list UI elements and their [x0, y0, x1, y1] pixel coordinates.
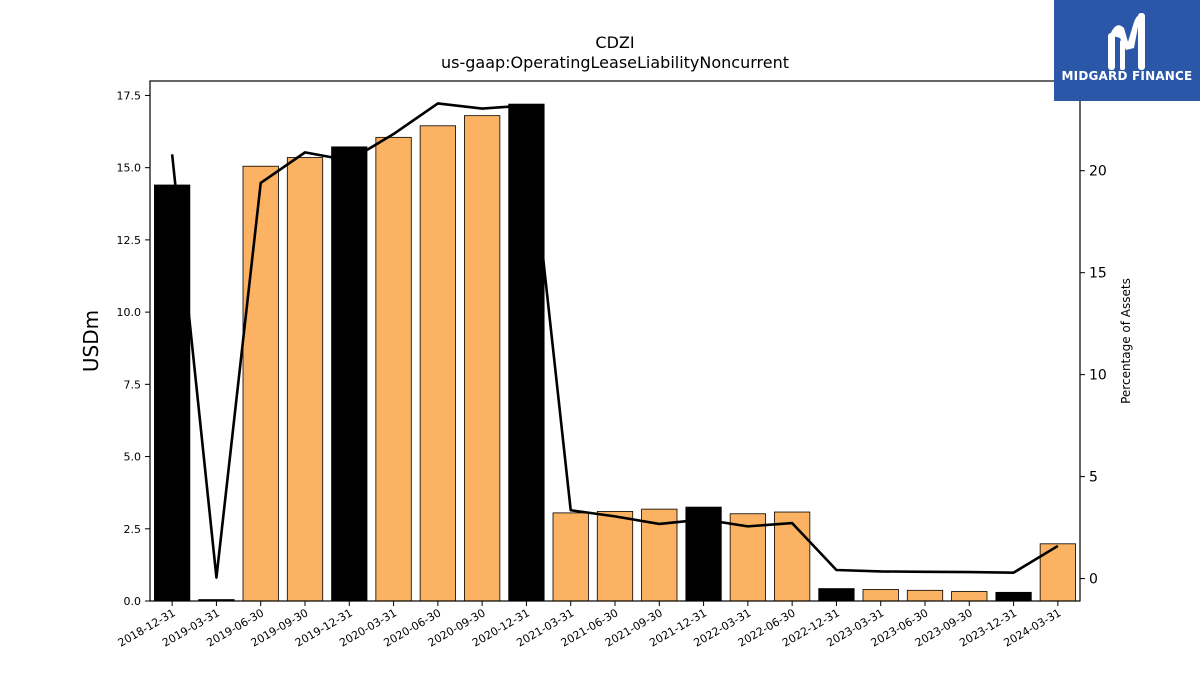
- bar-2021-06-30: [596, 511, 634, 602]
- chart-title: CDZI: [595, 33, 634, 52]
- y2-tick-label: 20: [1089, 164, 1107, 180]
- line-series: [170, 102, 1059, 579]
- bar-2020-03-31: [375, 136, 412, 602]
- bar-2023-03-31: [862, 589, 899, 602]
- y2-axis-label: Percentage of Assets: [1119, 278, 1133, 404]
- bar-2020-12-31: [508, 103, 545, 602]
- y-tick-label: 0.0: [124, 595, 142, 608]
- logo-text: MIDGARD FINANCE: [1061, 69, 1193, 83]
- y2-tick-label: 5: [1089, 470, 1098, 486]
- bar-2023-12-31: [995, 591, 1032, 602]
- bar-2021-09-30: [641, 508, 678, 602]
- y-axis-label: USDm: [79, 310, 103, 372]
- y-tick-label: 17.5: [117, 89, 142, 102]
- y-tick-label: 7.5: [124, 378, 142, 391]
- midgard-m-icon: [1108, 13, 1145, 70]
- y-tick-label: 5.0: [124, 451, 142, 464]
- bar-2019-12-31: [331, 146, 368, 602]
- y2-tick-label: 15: [1089, 266, 1107, 282]
- bar-2021-03-31: [552, 512, 589, 602]
- y2-tick-label: 0: [1089, 572, 1098, 588]
- bars-layer: [154, 103, 1076, 602]
- bar-2019-09-30: [286, 157, 324, 602]
- chart-subtitle: us-gaap:OperatingLeaseLiabilityNoncurren…: [441, 53, 789, 72]
- bar-2020-06-30: [419, 125, 456, 602]
- bar-2023-09-30: [951, 591, 988, 602]
- bar-2023-06-30: [906, 589, 944, 602]
- bar-2022-12-31: [818, 588, 855, 602]
- bar-2022-03-31: [729, 513, 766, 602]
- y2-tick-label: 10: [1089, 368, 1107, 384]
- bar-2019-06-30: [242, 165, 279, 602]
- bar-2022-06-30: [774, 511, 811, 602]
- y-tick-label: 2.5: [124, 523, 142, 536]
- y-tick-label: 10.0: [117, 306, 142, 319]
- y-tick-label: 12.5: [117, 234, 142, 247]
- bar-2020-09-30: [464, 115, 501, 602]
- bar-2018-12-31: [154, 184, 191, 602]
- midgard-finance-logo: MIDGARD FINANCE: [1054, 0, 1200, 101]
- line-layer: [170, 102, 1059, 579]
- y-tick-label: 15.0: [117, 162, 142, 175]
